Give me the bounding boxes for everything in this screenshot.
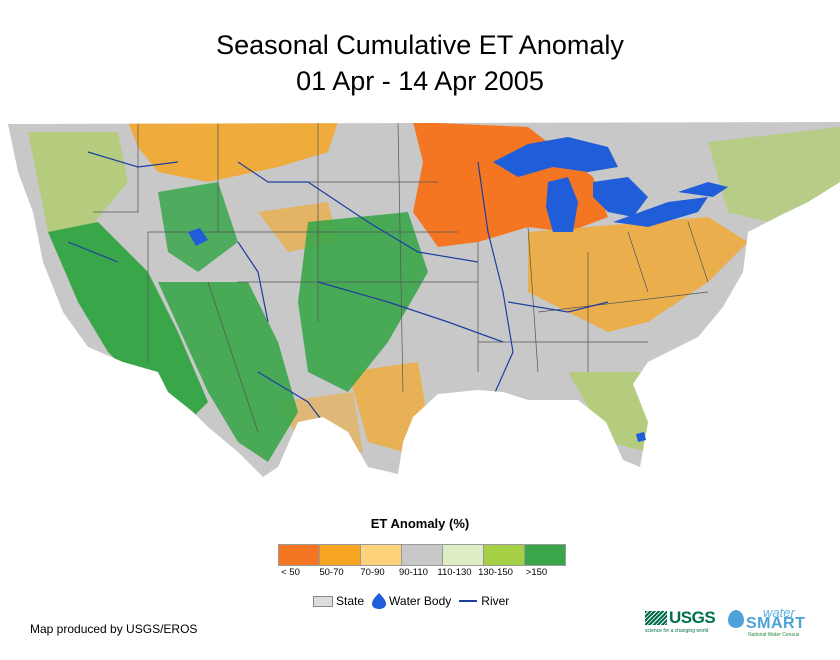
anomaly-gt150-region-california [48, 222, 208, 422]
state-key-icon [313, 595, 333, 607]
legend-label: 130-150 [478, 567, 513, 578]
watersmart-subtitle: National Water Census [748, 632, 800, 638]
legend-swatch-lt50 [279, 545, 319, 565]
legend-label: 70-90 [360, 567, 385, 578]
state-key-label: State [336, 594, 365, 608]
water-body-key-label: Water Body [389, 594, 452, 608]
anomaly-130-150-region-nw [28, 132, 128, 242]
water-body-key-icon [372, 593, 387, 609]
usgs-logo-text: USGS [669, 608, 716, 627]
anomaly-50-70-region-east [528, 217, 748, 332]
lake-superior [493, 137, 618, 177]
map-credit: Map produced by USGS/EROS [30, 622, 198, 636]
legend-labels: < 50 50-70 70-90 90-110 110-130 130-150 … [270, 567, 557, 578]
usgs-waves-icon [645, 611, 667, 625]
legend-label: < 50 [281, 567, 300, 578]
usgs-tagline: science for a changing world [645, 628, 709, 634]
us-et-anomaly-map [8, 122, 840, 477]
legend-swatch-110-130 [442, 545, 483, 565]
anomaly-130-150-region-ne [708, 127, 840, 222]
watersmart-top-text: water [763, 605, 795, 620]
legend-label: >150 [525, 567, 548, 578]
legend-label: 110-130 [437, 567, 472, 578]
state-boundaries [93, 122, 709, 433]
map-date-range: 01 Apr - 14 Apr 2005 [296, 66, 544, 96]
anomaly-gt150-region-southwest [158, 282, 298, 462]
legend-key-row: State Water Body River [313, 593, 509, 609]
lake-ontario [678, 182, 728, 197]
lake-huron [593, 177, 648, 217]
lake-erie [613, 197, 708, 227]
legend-label: 50-70 [319, 567, 344, 578]
anomaly-50-70-region-texas [348, 362, 428, 452]
water-drop-icon [728, 610, 744, 628]
legend-swatch-70-90 [360, 545, 401, 565]
water-bodies [188, 137, 728, 442]
lake-michigan [546, 177, 578, 232]
anomaly-50-70-region-north [128, 122, 338, 182]
watersmart-main-text: SMART [746, 615, 806, 632]
legend-label: 90-110 [399, 567, 428, 578]
great-salt-lake [188, 228, 208, 246]
legend-title: ET Anomaly (%) [370, 516, 470, 531]
legend-swatch-130-150 [483, 545, 524, 565]
usgs-logo: USGS science for a changing world [645, 608, 725, 634]
legend-swatches [278, 544, 566, 566]
anomaly-gt150-region-plains [298, 212, 428, 392]
anomaly-130-150-region-se [568, 372, 648, 452]
river-key-label: River [481, 594, 510, 608]
legend-swatch-gt150 [524, 545, 565, 565]
legend-swatch-50-70 [319, 545, 360, 565]
river-key-icon [459, 600, 478, 602]
legend-swatch-90-110 [401, 545, 442, 565]
map-land [8, 122, 840, 477]
map-title: Seasonal Cumulative ET Anomaly [216, 30, 624, 60]
lake-okeechobee [636, 432, 646, 442]
